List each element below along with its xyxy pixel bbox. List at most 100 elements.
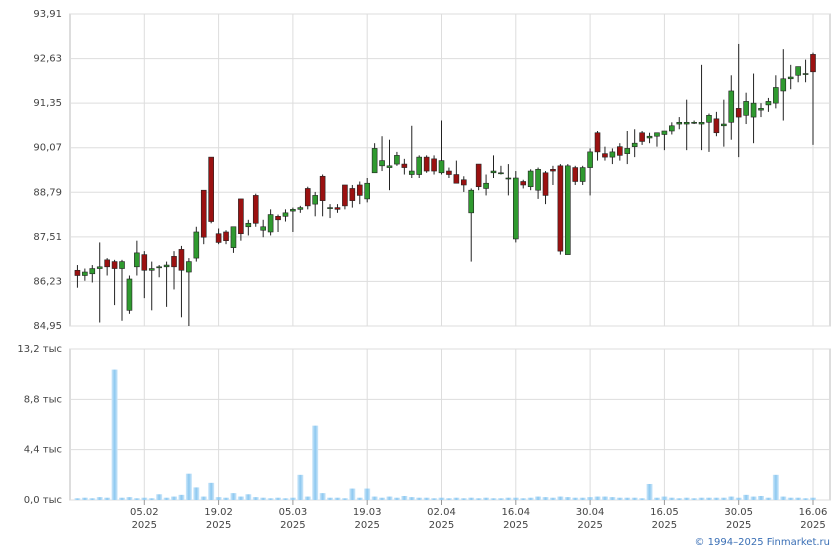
y-tick-label: 92,63 xyxy=(33,54,62,65)
candle-body xyxy=(698,121,705,125)
volume-bar xyxy=(393,497,400,500)
candle-body xyxy=(260,226,266,231)
candle-body xyxy=(245,222,252,228)
volume-bar xyxy=(364,488,371,500)
y-tick-label: 93,91 xyxy=(33,9,62,20)
candle-body xyxy=(379,160,385,167)
volume-bar xyxy=(557,496,564,500)
volume-bar xyxy=(743,494,750,500)
x-tick-year: 2025 xyxy=(652,520,677,531)
candle-body xyxy=(609,151,616,158)
candle-body xyxy=(810,54,816,73)
candle-body xyxy=(423,156,430,172)
candle-body xyxy=(104,259,110,268)
candle-body xyxy=(765,101,772,106)
volume-bar xyxy=(564,497,571,500)
candle-body xyxy=(728,90,735,123)
y-tick-label: 90,07 xyxy=(33,143,62,154)
volume-bar xyxy=(705,497,712,500)
volume-bar xyxy=(126,497,133,500)
candle-body xyxy=(550,169,556,172)
y-tick-label: 13,2 тыс xyxy=(17,344,62,355)
candle-body xyxy=(186,261,192,273)
candle-body xyxy=(431,158,437,172)
volume-bar xyxy=(646,483,653,500)
volume-bar xyxy=(683,497,690,500)
copyright-link[interactable]: © 1994–2025 Finmarket.ru xyxy=(694,537,830,548)
candle-body xyxy=(520,181,527,186)
candle-body xyxy=(557,165,564,252)
volume-bar xyxy=(616,497,623,500)
candle-body xyxy=(200,189,207,238)
volume-bar xyxy=(215,497,222,500)
y-tick-label: 87,51 xyxy=(33,232,62,243)
volume-bar xyxy=(579,497,586,500)
candle-body xyxy=(171,256,177,268)
y-tick-label: 88,79 xyxy=(33,187,62,198)
candle-body xyxy=(327,207,333,209)
volume-bar xyxy=(237,496,244,500)
candle-body xyxy=(631,142,638,147)
volume-bar xyxy=(668,497,675,500)
candle-body xyxy=(334,207,341,210)
candle-body xyxy=(773,87,779,104)
volume-bar xyxy=(282,498,289,500)
candle-body xyxy=(349,188,356,201)
volume-bar xyxy=(289,497,296,500)
candle-body xyxy=(111,261,118,269)
candle-body xyxy=(587,151,593,168)
candle-body xyxy=(475,163,482,188)
x-tick-label: 02.04 xyxy=(427,507,456,518)
candle-body xyxy=(252,195,259,224)
volume-bar xyxy=(676,498,683,500)
candle-body xyxy=(579,167,586,182)
candle-body xyxy=(193,231,200,259)
candle-body xyxy=(342,184,348,207)
volume-bar xyxy=(327,497,334,500)
candle-body xyxy=(364,182,371,200)
candle-body xyxy=(119,261,125,269)
volume-bar xyxy=(549,497,556,500)
volume-bar xyxy=(379,497,386,500)
volume-bar xyxy=(780,496,787,500)
y-tick-label: 0,0 тыс xyxy=(24,495,62,506)
candle-body xyxy=(148,268,155,271)
candle-body xyxy=(713,118,720,134)
volume-bar xyxy=(795,497,802,500)
volume-bar xyxy=(252,497,259,500)
candle-body xyxy=(297,207,304,210)
candle-body xyxy=(683,121,690,125)
x-tick-label: 16.06 xyxy=(799,507,828,518)
volume-bar xyxy=(802,498,809,500)
volume-bar xyxy=(260,497,267,500)
x-tick-label: 16.04 xyxy=(501,507,530,518)
volume-bar xyxy=(601,496,608,500)
candle-body xyxy=(758,108,764,111)
volume-bar xyxy=(200,496,207,500)
candle-body xyxy=(156,266,162,269)
volume-bar xyxy=(505,497,512,500)
volume-bar xyxy=(89,498,96,500)
candle-body xyxy=(371,148,378,174)
candle-body xyxy=(787,76,794,80)
volume-bar xyxy=(535,496,542,500)
volume-bar xyxy=(156,494,163,500)
x-tick-year: 2025 xyxy=(354,520,379,531)
volume-bar xyxy=(475,498,482,500)
volume-bar xyxy=(178,494,185,500)
candle-body xyxy=(408,170,415,175)
candle-body xyxy=(416,156,423,175)
x-tick-year: 2025 xyxy=(577,520,602,531)
volume-bar xyxy=(698,497,705,500)
candle-body xyxy=(483,182,489,189)
candle-body xyxy=(490,170,497,174)
volume-bar xyxy=(720,497,727,500)
volume-bar xyxy=(408,497,415,500)
candle-body xyxy=(401,163,408,168)
volume-bar xyxy=(609,497,616,500)
volume-bar xyxy=(542,497,549,500)
candle-body xyxy=(498,172,504,175)
candle-body xyxy=(178,249,185,271)
candle-body xyxy=(661,130,668,135)
candle-body xyxy=(282,212,289,217)
